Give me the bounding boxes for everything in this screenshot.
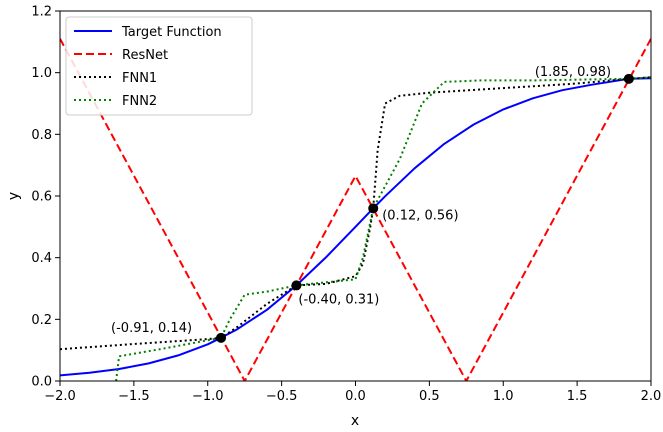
x-axis: −2.0 −1.5 −1.0 −0.5 0.0 0.5 1.0 1.5 2.0	[44, 381, 661, 404]
series-fnn1-line	[60, 76, 651, 351]
series-resnet-line	[60, 38, 651, 381]
y-axis: 0.0 0.2 0.4 0.6 0.8 1.0 1.2	[31, 5, 60, 390]
point-annotation: (0.12, 0.56)	[382, 208, 458, 223]
y-tick-label: 0.2	[31, 313, 52, 328]
x-tick-label: 1.0	[493, 389, 514, 404]
data-point-marker	[291, 280, 302, 291]
series-layer	[60, 38, 651, 381]
point-annotation: (-0.91, 0.14)	[111, 321, 192, 336]
legend-label: FNN1	[122, 71, 157, 86]
data-point-marker	[216, 332, 227, 343]
legend-frame	[65, 16, 253, 116]
marker-layer	[216, 73, 634, 343]
y-tick-label: 1.0	[31, 66, 52, 81]
y-axis-label: y	[6, 192, 22, 200]
x-tick-label: 1.5	[567, 389, 588, 404]
x-tick-label: −0.5	[266, 389, 298, 404]
legend-label: ResNet	[122, 48, 168, 63]
legend: Target Function ResNet FNN1 FNN2	[65, 16, 253, 116]
y-tick-label: 0.0	[31, 375, 52, 390]
data-point-marker	[623, 73, 634, 84]
x-tick-label: 2.0	[641, 389, 662, 404]
y-tick-label: 0.4	[31, 251, 52, 266]
point-annotation: (-0.40, 0.31)	[298, 292, 379, 307]
x-tick-label: −1.0	[192, 389, 224, 404]
y-tick-label: 1.2	[31, 5, 52, 20]
legend-label: Target Function	[121, 25, 222, 40]
point-annotation: (1.85, 0.98)	[535, 65, 611, 80]
x-axis-label: x	[351, 413, 359, 429]
x-tick-label: −2.0	[44, 389, 76, 404]
y-tick-label: 0.6	[31, 190, 52, 205]
y-tick-label: 0.8	[31, 128, 52, 143]
x-tick-label: 0.5	[419, 389, 440, 404]
series-fnn2-line	[115, 76, 651, 381]
series-target-function-line	[60, 77, 651, 377]
annotation-layer: (-0.91, 0.14) (-0.40, 0.31) (0.12, 0.56) (1…	[111, 65, 611, 336]
x-tick-label: −1.5	[118, 389, 150, 404]
data-point-marker	[368, 203, 379, 214]
legend-label: FNN2	[122, 94, 157, 109]
x-tick-label: 0.0	[345, 389, 366, 404]
